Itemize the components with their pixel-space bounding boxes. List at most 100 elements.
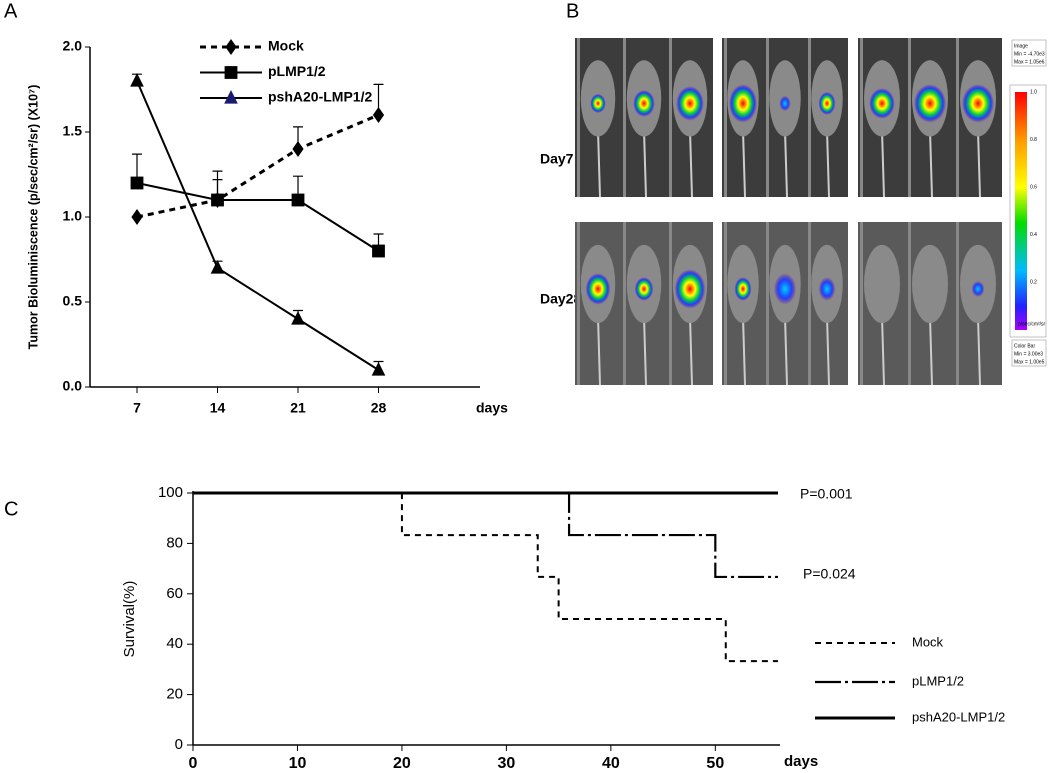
colorbar-info: Max = 1.00e5 xyxy=(1014,359,1045,365)
mouse-image xyxy=(722,38,848,198)
y-tick-label: 0.0 xyxy=(63,378,83,394)
legend-label: pLMP1/2 xyxy=(912,673,964,688)
signal xyxy=(590,93,606,113)
cage-bar xyxy=(724,222,727,385)
x-axis-label: days xyxy=(784,753,818,770)
cage-bar xyxy=(766,222,769,385)
info-box xyxy=(1011,39,1047,67)
row-label: Day28 xyxy=(540,291,581,307)
marker xyxy=(291,193,305,207)
legend-marker xyxy=(224,90,238,104)
y-tick-label: 0.5 xyxy=(63,293,83,309)
cage-bar xyxy=(808,38,811,197)
y-axis-label: Survival(%) xyxy=(121,581,138,658)
signal xyxy=(914,84,946,123)
mouse-image xyxy=(575,38,713,198)
colorbar-tick-label: 0.6 xyxy=(1030,185,1037,191)
series-line xyxy=(136,182,380,252)
cage-bar xyxy=(908,38,911,197)
y-tick-label: 60 xyxy=(166,585,183,602)
signal xyxy=(634,277,654,301)
panel-label: C xyxy=(4,498,18,520)
y-tick-label: 1.0 xyxy=(63,208,83,224)
cage-bar xyxy=(860,38,863,197)
tail xyxy=(977,316,981,386)
x-tick-label: 7 xyxy=(133,400,141,416)
legend-marker xyxy=(225,39,237,55)
cage-bar xyxy=(956,38,959,197)
marker xyxy=(130,73,144,87)
cage-bar xyxy=(669,38,672,197)
y-tick-label: 40 xyxy=(166,635,183,652)
colorbar-frame xyxy=(1009,84,1047,338)
y-tick-label: 20 xyxy=(166,686,183,703)
x-tick-label: 14 xyxy=(210,400,226,416)
x-tick-label: 21 xyxy=(290,400,306,416)
tail xyxy=(881,130,885,198)
info-box xyxy=(1011,339,1047,367)
p-value: P=0.024 xyxy=(803,566,856,582)
series-line xyxy=(136,80,380,371)
legend-label: Mock xyxy=(268,38,304,54)
x-tick-label: 40 xyxy=(602,755,620,772)
signal xyxy=(676,86,704,121)
colorbar-info: Min = 3.00e3 xyxy=(1014,351,1043,357)
colorbar xyxy=(1015,92,1027,330)
survival-curve xyxy=(193,492,778,663)
cage-bar xyxy=(766,38,769,197)
tail xyxy=(689,316,693,386)
signal xyxy=(971,281,985,297)
p-value: P=0.001 xyxy=(800,486,853,502)
x-axis-label: days xyxy=(476,400,508,416)
tail xyxy=(881,316,885,386)
tail xyxy=(597,130,601,198)
legend-label: Mock xyxy=(912,634,944,649)
legend-marker xyxy=(224,66,238,79)
cage-bar xyxy=(577,222,580,385)
signal xyxy=(674,269,706,309)
colorbar-tick-label: 0.8 xyxy=(1030,137,1037,143)
cage-bar xyxy=(808,222,811,385)
x-tick-label: 0 xyxy=(189,755,198,772)
panel-label: B xyxy=(566,0,579,22)
series-line xyxy=(136,113,380,219)
tail xyxy=(643,316,647,386)
mouse xyxy=(864,244,900,324)
x-tick-label: 50 xyxy=(706,755,724,772)
mouse-image xyxy=(722,222,848,386)
y-tick-label: 1.5 xyxy=(63,123,83,139)
mouse-image xyxy=(575,222,713,386)
marker xyxy=(371,362,386,376)
tail xyxy=(977,130,981,198)
signal xyxy=(773,273,797,305)
x-tick-label: 30 xyxy=(497,755,515,772)
cage-bar xyxy=(577,38,580,197)
tail xyxy=(597,316,601,386)
marker xyxy=(131,209,143,225)
x-tick-label: 10 xyxy=(289,755,307,772)
marker xyxy=(372,244,385,258)
signal xyxy=(869,88,895,119)
signal xyxy=(818,91,836,115)
colorbar-unit: p/sec/cm²/sr xyxy=(1018,321,1046,327)
tail xyxy=(784,316,788,386)
image-info: Min = -4.70e3 xyxy=(1014,51,1045,57)
marker xyxy=(372,107,385,123)
tail xyxy=(643,130,647,198)
x-tick-label: 20 xyxy=(393,755,411,772)
legend-label: pshA20-LMP1/2 xyxy=(912,709,1005,724)
marker xyxy=(211,193,224,207)
colorbar-info: Color Bar xyxy=(1014,343,1035,349)
marker xyxy=(292,141,304,157)
signal xyxy=(779,95,791,112)
legend-label: pLMP1/2 xyxy=(268,63,326,79)
cage-bar xyxy=(669,222,672,385)
y-axis-label: Tumor Bioluminiscence (p/sec/cm²/sr) (X1… xyxy=(26,85,40,350)
panel-label: A xyxy=(4,0,18,22)
tail xyxy=(826,316,830,386)
cage-bar xyxy=(623,38,626,197)
colorbar-tick-label: 0.2 xyxy=(1030,280,1037,286)
cage-bar xyxy=(623,222,626,385)
image-info: Max = 1.05e6 xyxy=(1014,59,1045,65)
